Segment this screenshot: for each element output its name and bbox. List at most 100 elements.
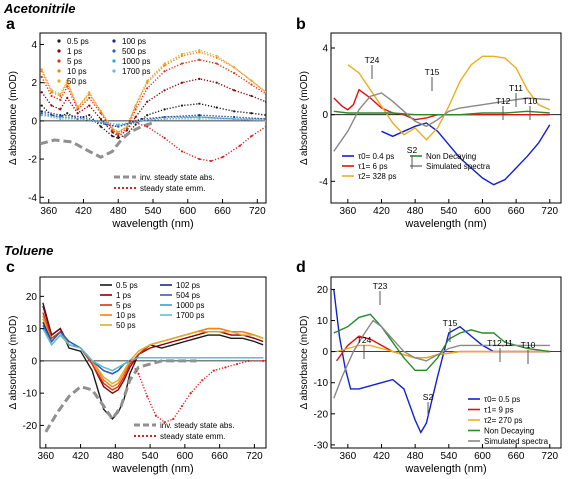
data-point [128,359,131,362]
x-tick-label: 360 [339,451,356,462]
legend-label: inv. steady state abs. [140,173,215,182]
y-tick-label: -10 [314,378,329,389]
y-axis-label: Δ absorbance (mOD) [299,316,310,410]
annotation-label: T24 [357,335,372,345]
data-point [233,89,236,92]
series-line-1 [41,78,266,137]
legend-label: τ0= 0.5 ps [484,395,520,404]
data-point [215,54,218,58]
data-point [125,127,129,130]
data-point [40,70,43,73]
annotation-label: T23 [373,281,388,291]
data-point [262,359,265,362]
data-point [212,369,215,372]
data-point [76,112,79,115]
legend-label: Non Decaying [426,152,476,161]
y-axis-label: Δ absorbance (mOD) [299,71,310,165]
series-line-3 [333,110,550,116]
data-point [198,51,201,54]
series-group [42,302,265,433]
legend-label: τ1= 6 ps [358,162,388,171]
x-tick-label: 540 [145,206,162,217]
data-point [198,157,201,161]
data-point [134,123,137,126]
x-tick-label: 660 [508,206,525,217]
series-line-0 [333,289,550,435]
panel-letter-b: b [296,16,306,33]
data-point [125,125,129,128]
panel-a: a 360 420 480 540 600 660 720 -4 -2 0 2 4 wavelength … [6,16,267,230]
data-point [117,123,120,126]
data-point [163,136,166,140]
data-point [146,395,149,398]
data-point [215,62,218,65]
data-point [99,117,102,121]
data-point [99,125,102,128]
data-point [180,52,184,56]
legend-marker [57,49,61,53]
x-tick-label: 600 [474,451,491,462]
x-tick-label: 720 [541,206,558,217]
x-tick-label: 600 [474,206,491,217]
y-axis-label: Δ absorbance (mOD) [8,71,19,165]
data-point [66,79,69,82]
data-point [40,75,43,79]
y-tick-label: 4 [322,44,328,55]
series-line-4 [333,319,550,399]
data-point [198,102,201,105]
data-point [235,363,239,366]
data-point [59,98,62,101]
data-point [163,64,166,67]
x-tick-label: 720 [249,206,266,217]
y-tick-label: 0 [322,347,328,358]
legend-label: 1700 ps [122,67,150,76]
data-point [264,117,266,121]
x-tick-label: 600 [177,451,194,462]
legend-label: 100 ps [122,37,146,46]
series-line-9 [40,121,154,159]
series-line-4 [333,92,550,152]
legend-label: 10 ps [67,67,87,76]
legend-label: 504 ps [176,291,200,300]
annotation-label: S2 [407,145,418,155]
data-point [76,108,79,111]
annotation-label: S2 [423,392,434,402]
data-point [163,108,166,111]
legend-marker [57,39,61,43]
data-point [198,77,201,80]
x-axis-label: wavelength (nm) [404,463,486,475]
data-point [40,91,43,94]
y-tick-label: 2 [31,78,37,89]
x-tick-label: 420 [373,206,390,217]
x-tick-label: 660 [508,451,525,462]
data-point [105,121,108,124]
data-point [250,135,253,138]
x-tick-label: 720 [541,451,558,462]
data-point [117,131,120,134]
data-point [209,159,213,163]
data-point [40,68,43,71]
annotation-label: T10 [523,96,538,106]
data-point [117,135,120,138]
data-point [146,79,149,82]
data-point [221,156,224,159]
legend-label: inv. steady state abs. [160,421,235,430]
plot-frame [330,276,562,449]
panel-d: d 360 420 480 540 600 660 720 -30 -20 -10 0 10 20 wave… [296,259,562,475]
series-line-0 [381,122,551,186]
data-point [111,129,114,132]
data-point [233,115,236,119]
panel-letter-d: d [296,259,306,276]
data-point [66,85,69,88]
data-point [59,93,62,96]
series-line-5 [41,110,266,128]
annotation-label: T15 [443,318,458,328]
data-point [59,114,62,117]
data-point [59,94,62,98]
legend-label: Simulated spectra [484,437,549,446]
legend-label: 50 ps [67,77,87,86]
data-point [180,104,184,107]
